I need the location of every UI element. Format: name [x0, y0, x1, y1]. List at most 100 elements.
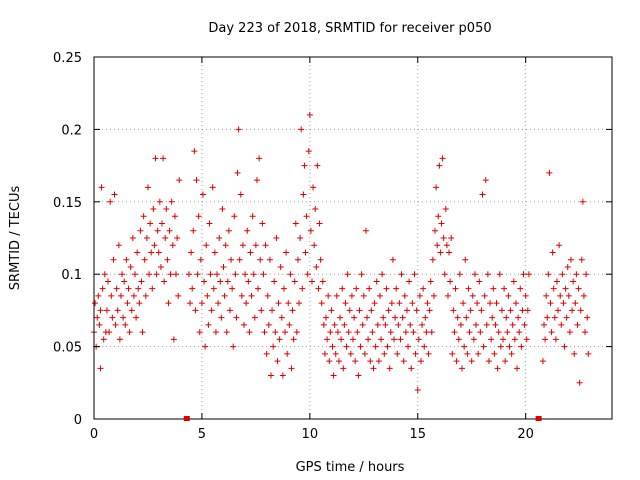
x-tick-label: 10	[302, 427, 319, 442]
data-point	[288, 365, 295, 372]
data-point	[400, 358, 407, 365]
data-point	[154, 227, 161, 234]
y-tick-label: 0.15	[53, 196, 82, 211]
data-point	[552, 336, 559, 343]
data-point	[347, 350, 354, 357]
data-point	[173, 271, 180, 278]
data-point	[432, 227, 439, 234]
data-point	[416, 292, 423, 299]
data-point	[542, 336, 549, 343]
axis-ticks: 0 5 10 15 20 0 0.05 0.1 0.15 0.2 0.25	[53, 51, 612, 442]
data-point	[248, 292, 255, 299]
data-point	[498, 307, 505, 314]
data-point	[385, 307, 392, 314]
data-point	[393, 285, 400, 292]
data-point	[192, 307, 199, 314]
data-point	[166, 227, 173, 234]
data-point	[493, 300, 500, 307]
data-point	[397, 336, 404, 343]
data-point	[220, 263, 227, 270]
data-point	[350, 336, 356, 343]
data-point	[512, 300, 519, 307]
data-point	[190, 227, 197, 234]
y-tick-label: 0.05	[53, 341, 82, 356]
data-point	[280, 285, 287, 292]
data-point	[201, 278, 208, 285]
data-point	[153, 271, 160, 278]
data-point	[357, 343, 364, 350]
data-point	[94, 314, 101, 321]
data-point	[434, 242, 441, 249]
data-point	[543, 292, 550, 299]
data-point	[116, 336, 123, 343]
data-point	[425, 350, 432, 357]
data-point	[563, 314, 570, 321]
data-point	[167, 271, 174, 278]
data-point	[199, 191, 206, 198]
data-point	[417, 358, 424, 365]
data-point	[130, 292, 137, 299]
data-point	[458, 365, 465, 372]
data-point	[470, 336, 477, 343]
data-point	[521, 321, 528, 328]
data-point	[394, 350, 401, 357]
data-point	[392, 314, 399, 321]
data-point	[244, 227, 251, 234]
data-point	[371, 300, 378, 307]
data-point	[518, 343, 525, 350]
data-point	[302, 249, 309, 256]
data-point	[506, 343, 513, 350]
data-point	[215, 300, 222, 307]
data-point	[279, 372, 286, 379]
data-point	[321, 350, 328, 357]
y-tick-label: 0.1	[61, 268, 82, 283]
data-point	[326, 358, 333, 365]
data-point	[282, 329, 289, 336]
data-point	[477, 329, 484, 336]
data-point	[270, 343, 277, 350]
data-point	[339, 285, 346, 292]
data-point	[548, 329, 555, 336]
data-point	[468, 358, 475, 365]
data-point	[460, 300, 467, 307]
data-point	[514, 365, 521, 372]
data-point	[408, 365, 415, 372]
data-point	[332, 350, 339, 357]
data-point	[491, 350, 498, 357]
data-point	[573, 271, 580, 278]
data-point	[440, 235, 447, 241]
data-point	[138, 278, 145, 285]
data-point	[556, 242, 563, 249]
data-point	[452, 285, 459, 292]
data-point	[218, 314, 225, 321]
data-point	[382, 321, 389, 328]
data-point	[525, 271, 532, 278]
data-point	[391, 336, 398, 343]
data-point	[546, 169, 553, 176]
data-point	[195, 213, 202, 220]
data-point	[386, 365, 393, 372]
data-point	[564, 263, 571, 270]
data-point	[187, 300, 194, 307]
data-point	[437, 249, 444, 256]
data-point	[576, 379, 583, 386]
data-point	[463, 314, 470, 321]
data-point	[427, 278, 434, 285]
data-point	[424, 300, 431, 307]
data-point	[422, 314, 429, 321]
data-point	[121, 278, 128, 285]
data-point	[139, 329, 146, 336]
data-point	[430, 292, 437, 299]
data-point	[446, 249, 453, 256]
data-point	[413, 307, 420, 314]
data-point	[202, 343, 209, 350]
data-point	[353, 285, 360, 292]
data-point	[119, 271, 126, 278]
data-point	[510, 278, 517, 285]
data-point	[97, 365, 104, 372]
data-point	[454, 314, 461, 321]
x-tick-label: 0	[90, 427, 98, 442]
data-point	[345, 329, 352, 336]
data-point	[306, 111, 313, 118]
